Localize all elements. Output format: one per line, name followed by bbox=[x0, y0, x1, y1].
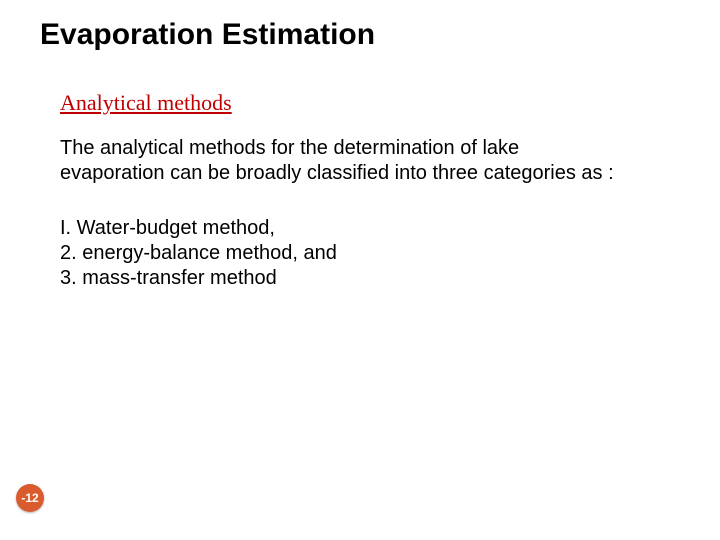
slide-container: Evaporation Estimation Analytical method… bbox=[0, 0, 720, 540]
slide-body: The analytical methods for the determina… bbox=[60, 136, 620, 186]
list-item: 2. energy-balance method, and bbox=[60, 241, 680, 266]
slide-title: Evaporation Estimation bbox=[40, 18, 680, 52]
slide-list: I. Water-budget method, 2. energy-balanc… bbox=[60, 216, 680, 291]
list-item: 3. mass-transfer method bbox=[60, 266, 680, 291]
page-number-badge: -12 bbox=[16, 484, 44, 512]
list-item: I. Water-budget method, bbox=[60, 216, 680, 241]
slide-subtitle: Analytical methods bbox=[60, 90, 680, 116]
